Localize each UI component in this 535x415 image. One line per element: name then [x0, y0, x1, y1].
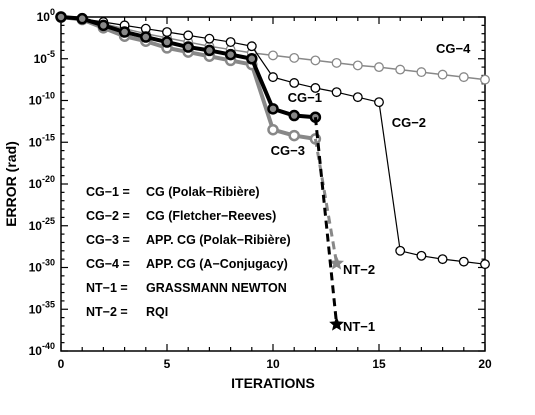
x-tick-label: 10 [266, 357, 280, 371]
y-tick-label: 10-5 [34, 49, 55, 66]
data-point [267, 103, 279, 115]
legend-desc: CG (Polak−Ribière) [146, 185, 260, 199]
data-point [437, 69, 448, 80]
data-point [329, 255, 345, 270]
legend-key: NT−2 = [86, 305, 128, 319]
data-point [416, 67, 427, 78]
data-point [480, 259, 490, 270]
series-layer [55, 11, 490, 331]
y-axis-ticks: 100 10-5 10-10 10-15 10-20 10-25 10-30 10-35 10-… [29, 7, 485, 358]
y-axis-title: ERROR (rad) [3, 141, 19, 227]
data-point [204, 33, 215, 44]
y-tick-label: 100 [37, 7, 55, 24]
data-point [352, 60, 363, 71]
data-point [331, 87, 342, 98]
y-tick-label: 10-10 [29, 91, 55, 108]
series-label-cg-3: CG−3 [271, 143, 305, 158]
data-point [416, 250, 427, 261]
legend-key: NT−1 = [86, 281, 128, 295]
data-point [310, 83, 321, 93]
data-point [288, 109, 300, 122]
legend: CG−1 = CG (Polak−Ribière) CG−2 = CG (Fletch… [86, 185, 291, 319]
x-axis-title: ITERATIONS [231, 375, 315, 391]
data-point [246, 53, 258, 65]
legend-desc: RQI [146, 305, 168, 319]
x-tick-label: 5 [164, 357, 171, 371]
data-point [225, 37, 236, 48]
series-line [313, 138, 339, 264]
data-point [246, 41, 257, 52]
series-label-cg-1: CG−1 [288, 90, 322, 105]
legend-key: CG−4 = [86, 257, 130, 271]
legend-desc: APP. CG (A−Conjugacy) [146, 257, 288, 271]
data-point [268, 72, 278, 83]
data-point [458, 72, 469, 83]
data-point [374, 97, 384, 108]
data-point [437, 254, 448, 265]
plot-frame [60, 16, 486, 352]
legend-key: CG−3 = [86, 233, 130, 247]
data-point [55, 11, 67, 23]
y-tick-label: 10-20 [29, 174, 55, 191]
y-tick-label: 10-15 [29, 132, 55, 149]
series-label-cg-4: CG−4 [436, 41, 471, 56]
data-point [161, 36, 173, 48]
series-label-nt-1: NT−1 [343, 319, 375, 334]
x-axis-ticks: 0 5 10 15 20 [58, 17, 492, 371]
data-point [289, 52, 300, 63]
x-tick-label: 20 [478, 357, 492, 371]
data-point [310, 55, 321, 66]
data-point [374, 62, 384, 73]
data-point [224, 48, 237, 61]
data-point [480, 74, 490, 85]
data-point [203, 44, 216, 57]
series-nt-1 [313, 117, 345, 331]
data-point [76, 12, 88, 25]
data-point [182, 41, 194, 53]
x-tick-label: 15 [372, 357, 386, 371]
legend-desc: CG (Fletcher−Reeves) [146, 209, 276, 223]
y-tick-label: 10-25 [29, 216, 55, 233]
data-point [289, 78, 300, 88]
y-tick-label: 10-30 [29, 258, 55, 275]
data-point [352, 92, 363, 103]
legend-key: CG−2 = [86, 209, 130, 223]
data-point [268, 50, 278, 61]
data-point [118, 26, 131, 38]
series-cg-1 [55, 11, 322, 123]
data-point [329, 316, 345, 331]
legend-desc: GRASSMANN NEWTON [146, 281, 287, 295]
y-tick-label: 10-35 [29, 299, 55, 316]
y-tick-label: 10-40 [29, 341, 55, 358]
series-label-nt-2: NT−2 [343, 262, 375, 277]
series-label-cg-2: CG−2 [392, 115, 426, 130]
data-point [267, 123, 279, 136]
data-point [395, 64, 406, 75]
series-labels: CG−4 CG−2 CG−3 CG−1 NT−2 NT−1 [271, 41, 471, 334]
legend-desc: APP. CG (Polak−Ribière) [146, 233, 291, 247]
x-tick-label: 0 [58, 357, 65, 371]
data-point [97, 19, 110, 32]
data-point [288, 129, 300, 142]
series-nt-2 [313, 138, 345, 270]
data-point [458, 256, 469, 267]
legend-key: CG−1 = [86, 185, 130, 199]
data-point [331, 57, 342, 68]
data-point [162, 27, 172, 37]
data-point [183, 30, 194, 41]
data-point [140, 31, 152, 43]
series-line [313, 117, 339, 325]
data-point [395, 245, 406, 256]
